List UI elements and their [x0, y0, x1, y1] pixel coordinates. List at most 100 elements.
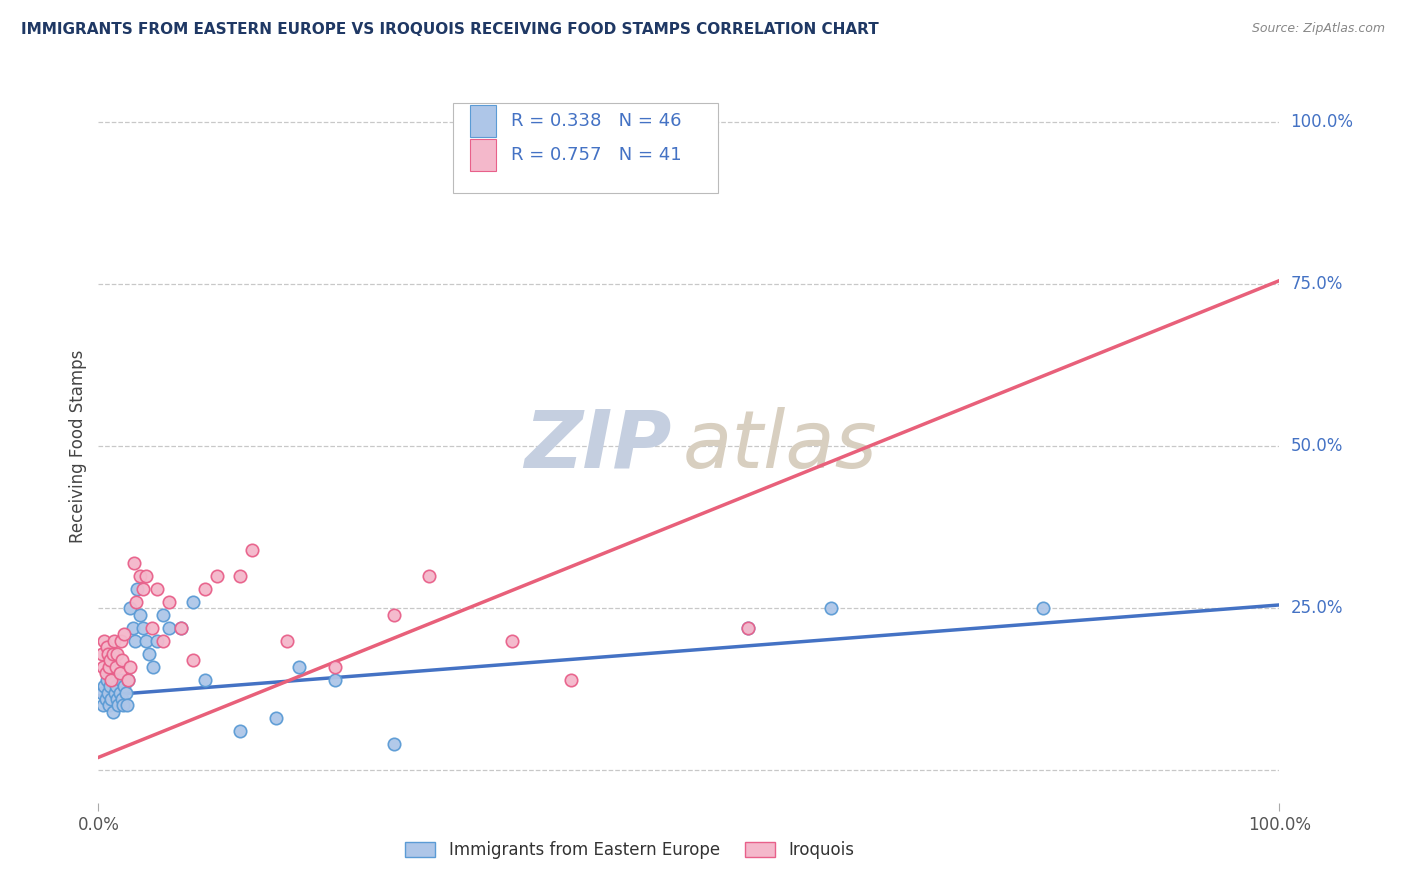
Point: [96, 673, 118, 687]
Point: [120, 659, 142, 673]
Point: [100, 692, 122, 706]
Point: [382, 738, 405, 752]
Point: [110, 633, 132, 648]
Point: [501, 633, 523, 648]
Point: [205, 568, 228, 582]
FancyBboxPatch shape: [471, 105, 496, 137]
Point: [142, 659, 165, 673]
Point: [229, 568, 252, 582]
Point: [91, 685, 114, 699]
Point: [105, 647, 128, 661]
Point: [157, 621, 180, 635]
Point: [105, 659, 128, 673]
Point: [97, 647, 120, 661]
Point: [101, 705, 124, 719]
Point: [418, 568, 440, 582]
Point: [98, 659, 121, 673]
Point: [94, 666, 117, 681]
Point: [114, 685, 136, 699]
Point: [103, 633, 125, 648]
Text: ZIP: ZIP: [524, 407, 671, 485]
Point: [146, 633, 169, 648]
Text: 75.0%: 75.0%: [1291, 275, 1343, 293]
Text: Source: ZipAtlas.com: Source: ZipAtlas.com: [1251, 22, 1385, 36]
Point: [110, 673, 132, 687]
Point: [146, 582, 169, 596]
Text: IMMIGRANTS FROM EASTERN EUROPE VS IROQUOIS RECEIVING FOOD STAMPS CORRELATION CHA: IMMIGRANTS FROM EASTERN EUROPE VS IROQUO…: [21, 22, 879, 37]
Text: 100.0%: 100.0%: [1291, 112, 1354, 130]
Point: [112, 627, 135, 641]
Point: [560, 673, 582, 687]
Text: atlas: atlas: [683, 407, 877, 485]
Point: [194, 673, 217, 687]
Point: [264, 711, 287, 725]
Point: [229, 724, 252, 739]
Point: [103, 673, 125, 687]
Point: [170, 621, 193, 635]
Point: [127, 582, 149, 596]
Point: [157, 595, 180, 609]
Point: [820, 601, 842, 615]
Point: [181, 653, 204, 667]
FancyBboxPatch shape: [471, 139, 496, 171]
Point: [120, 601, 142, 615]
Point: [128, 568, 150, 582]
Text: R = 0.338   N = 46: R = 0.338 N = 46: [510, 112, 681, 130]
Point: [737, 621, 759, 635]
Point: [108, 685, 131, 699]
Point: [91, 659, 114, 673]
Point: [152, 633, 174, 648]
Point: [181, 595, 204, 609]
Point: [128, 607, 150, 622]
Point: [105, 692, 128, 706]
Point: [111, 692, 134, 706]
Point: [98, 679, 121, 693]
Point: [108, 666, 131, 681]
Text: 25.0%: 25.0%: [1291, 599, 1343, 617]
Point: [98, 698, 121, 713]
Point: [104, 685, 127, 699]
Point: [117, 673, 139, 687]
Point: [1032, 601, 1054, 615]
Point: [93, 633, 115, 648]
Point: [152, 607, 174, 622]
Point: [112, 679, 135, 693]
Point: [138, 647, 160, 661]
Point: [121, 621, 143, 635]
Point: [97, 685, 120, 699]
Legend: Immigrants from Eastern Europe, Iroquois: Immigrants from Eastern Europe, Iroquois: [399, 835, 860, 866]
Point: [91, 647, 114, 661]
Point: [98, 653, 121, 667]
Point: [170, 621, 193, 635]
Point: [323, 659, 346, 673]
Point: [107, 698, 129, 713]
Point: [132, 621, 155, 635]
Text: 50.0%: 50.0%: [1291, 437, 1343, 455]
Point: [96, 640, 118, 654]
Point: [111, 653, 134, 667]
Point: [323, 673, 346, 687]
Point: [115, 698, 138, 713]
Point: [135, 633, 157, 648]
Point: [94, 692, 117, 706]
Point: [737, 621, 759, 635]
Point: [122, 556, 145, 570]
Point: [101, 647, 124, 661]
Point: [194, 582, 217, 596]
Point: [91, 698, 114, 713]
Point: [125, 595, 148, 609]
Point: [124, 633, 146, 648]
FancyBboxPatch shape: [453, 103, 718, 193]
Point: [382, 607, 405, 622]
Point: [105, 679, 128, 693]
Point: [276, 633, 298, 648]
Point: [141, 621, 163, 635]
Point: [93, 679, 115, 693]
Point: [288, 659, 311, 673]
Point: [117, 673, 139, 687]
Point: [132, 582, 155, 596]
Text: R = 0.757   N = 41: R = 0.757 N = 41: [510, 146, 682, 164]
Point: [240, 542, 263, 557]
Point: [135, 568, 157, 582]
Point: [100, 673, 122, 687]
